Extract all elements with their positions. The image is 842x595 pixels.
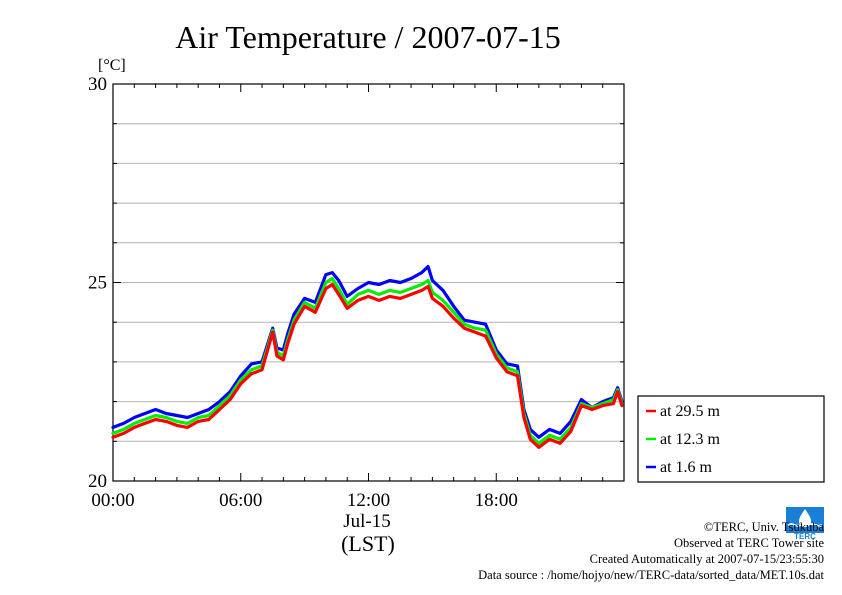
terc-logo-icon: TERC [784,503,826,541]
logo-text: TERC [794,532,816,541]
legend-entries: at 29.5 m at 12.3 m at 1.6 m [646,403,721,476]
x-axis-label: (LST) [341,531,395,556]
x-axis-date-label: Jul-15 [343,511,391,532]
legend-label: at 29.5 m [660,403,721,420]
x-tick-label: 12:00 [347,490,390,511]
observed-text: Observed at TERC Tower site [673,536,824,550]
y-axis: 20 25 30 [88,74,624,492]
x-axis: 00:00 06:00 12:00 18:00 [91,84,625,511]
copyright-text: ©TERC, Univ. Tsukuba [703,520,824,534]
legend-label: at 12.3 m [660,431,721,448]
y-tick-label: 20 [88,471,107,492]
series-lines [111,265,624,449]
y-tick-label: 30 [88,74,107,95]
footer: ©TERC, Univ. Tsukuba Observed at TERC To… [478,519,824,583]
series-line [111,265,624,439]
y-tick-label: 25 [88,273,107,294]
x-tick-label: 18:00 [475,490,518,511]
chart-title: Air Temperature / 2007-07-15 [175,19,561,55]
y-axis-unit-label: [°C] [98,57,126,74]
data-source-text: Data source : /home/hojyo/new/TERC-data/… [478,568,824,582]
series-line [111,282,624,449]
created-text: Created Automatically at 2007-07-15/23:5… [589,552,824,566]
legend-label: at 1.6 m [660,459,713,476]
series-line [111,276,624,445]
x-tick-label: 06:00 [219,490,262,511]
x-tick-label: 00:00 [91,490,134,511]
legend [637,395,825,483]
